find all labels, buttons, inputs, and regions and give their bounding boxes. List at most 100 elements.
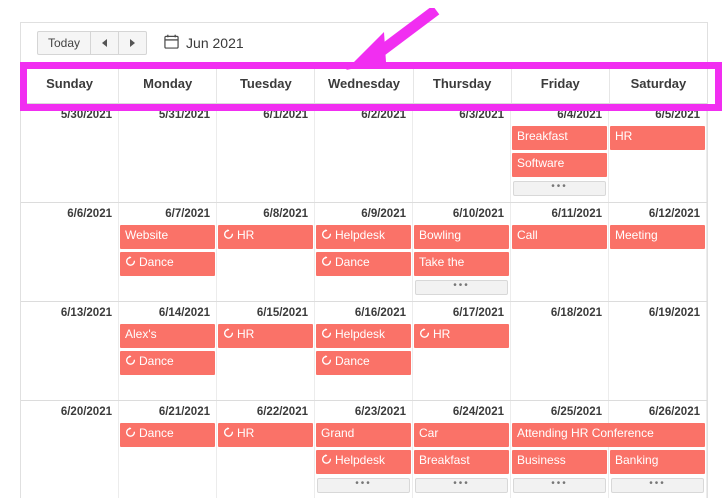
day-cell[interactable]: 6/2/2021	[315, 104, 413, 202]
day-cell[interactable]: 6/21/2021	[119, 401, 217, 498]
recurrence-icon	[223, 229, 234, 243]
calendar-event[interactable]: HR	[217, 225, 313, 249]
show-more-label: •••	[453, 279, 470, 291]
day-cell[interactable]: 6/1/2021	[217, 104, 315, 202]
day-cell[interactable]: 6/3/2021	[413, 104, 511, 202]
calendar-event[interactable]: Banking	[610, 450, 705, 474]
calendar-event[interactable]: Take the	[413, 252, 509, 276]
today-button[interactable]: Today	[37, 30, 92, 55]
calendar-event[interactable]: Helpdesk	[316, 450, 411, 474]
show-more-events-button[interactable]: •••	[513, 478, 606, 493]
day-cell[interactable]: 6/13/2021	[21, 302, 119, 400]
day-number: 6/25/2021	[550, 406, 602, 418]
day-cell[interactable]: 6/22/2021	[217, 401, 315, 498]
calendar-event[interactable]: HR	[610, 126, 705, 150]
day-cell[interactable]: 6/12/2021	[609, 203, 707, 301]
day-cell[interactable]: 6/19/2021	[609, 302, 707, 400]
day-cell[interactable]: 6/20/2021	[21, 401, 119, 498]
events-layer: Website HR Helpdesk Bowling Call Meeting Dance…	[21, 225, 707, 301]
calendar-event[interactable]: Call	[512, 225, 607, 249]
events-layer: Dance HR Grand Car Attending HR Conference He…	[21, 423, 707, 498]
day-cell[interactable]: 6/23/2021	[315, 401, 413, 498]
calendar-event[interactable]: Bowling	[413, 225, 509, 249]
next-period-button[interactable]	[119, 30, 148, 55]
day-number: 6/6/2021	[67, 208, 112, 220]
week-row: 6/6/2021 6/7/2021 6/8/2021 6/9/2021 6/10/202…	[21, 203, 707, 302]
day-number: 6/26/2021	[648, 406, 700, 418]
events-layer: Breakfast HR Software •••	[21, 126, 707, 202]
calendar-event[interactable]: HR	[217, 423, 313, 447]
show-more-events-button[interactable]: •••	[317, 478, 410, 493]
day-number: 6/4/2021	[557, 109, 602, 121]
calendar-event[interactable]: Dance	[119, 351, 215, 375]
event-title: Car	[418, 426, 439, 440]
events-layer: Alex's HR Helpdesk HR Dance Dance	[21, 324, 707, 400]
day-cell[interactable]: 6/18/2021	[511, 302, 609, 400]
calendar-event[interactable]: Breakfast	[413, 450, 509, 474]
event-title: Helpdesk	[335, 327, 386, 341]
day-cell[interactable]: 6/10/2021	[413, 203, 511, 301]
previous-period-button[interactable]	[91, 30, 120, 55]
day-cell[interactable]: 6/8/2021	[217, 203, 315, 301]
event-title: Grand	[321, 426, 355, 440]
event-title: Dance	[335, 255, 370, 269]
recurrence-icon	[321, 328, 332, 342]
day-cell[interactable]: 5/31/2021	[119, 104, 217, 202]
day-cell[interactable]: 6/24/2021	[413, 401, 511, 498]
event-title: Banking	[615, 453, 659, 467]
calendar-event[interactable]: Helpdesk	[316, 225, 411, 249]
day-cell[interactable]: 6/9/2021	[315, 203, 413, 301]
week-row: 5/30/2021 5/31/2021 6/1/2021 6/2/2021 6/3/20…	[21, 104, 707, 203]
scheduler-panel: Today Jun 2021	[20, 22, 708, 498]
calendar-event[interactable]: Breakfast	[512, 126, 607, 150]
day-cell[interactable]: 6/16/2021	[315, 302, 413, 400]
show-more-events-button[interactable]: •••	[414, 478, 508, 493]
day-number: 6/2/2021	[361, 109, 406, 121]
calendar-event[interactable]: Grand	[316, 423, 411, 447]
calendar-event[interactable]: Website	[119, 225, 215, 249]
day-cell[interactable]: 6/4/2021	[511, 104, 609, 202]
show-more-events-button[interactable]: •••	[513, 181, 606, 196]
recurrence-icon	[125, 256, 136, 270]
show-more-label: •••	[551, 180, 568, 192]
recurrence-icon	[223, 328, 234, 342]
show-more-events-button[interactable]: •••	[414, 279, 508, 295]
day-number: 6/9/2021	[361, 208, 406, 220]
calendar-event[interactable]: Dance	[316, 351, 411, 375]
nav-button-group: Today	[37, 30, 148, 55]
day-cell[interactable]: 5/30/2021	[21, 104, 119, 202]
current-period-label[interactable]: Jun 2021	[164, 34, 244, 52]
show-more-events-button[interactable]: •••	[611, 478, 704, 493]
day-cell[interactable]: 6/26/2021	[609, 401, 707, 498]
week-row: 6/20/2021 6/21/2021 6/22/2021 6/23/2021 6/24…	[21, 401, 707, 498]
calendar-event[interactable]: HR	[413, 324, 509, 348]
calendar-event[interactable]: Business	[512, 450, 607, 474]
event-title: HR	[432, 327, 451, 341]
chevron-left-icon	[102, 38, 108, 47]
calendar-event[interactable]: Attending HR Conference	[512, 423, 705, 447]
calendar-event[interactable]: Dance	[316, 252, 411, 276]
day-cell[interactable]: 6/14/2021	[119, 302, 217, 400]
calendar-event[interactable]: Meeting	[610, 225, 705, 249]
calendar-event[interactable]: HR	[217, 324, 313, 348]
calendar-event[interactable]: Car	[413, 423, 509, 447]
day-cell[interactable]: 6/25/2021	[511, 401, 609, 498]
day-cell[interactable]: 6/15/2021	[217, 302, 315, 400]
day-cell[interactable]: 6/5/2021	[609, 104, 707, 202]
day-number: 6/11/2021	[551, 208, 602, 220]
day-header-saturday: Saturday	[630, 75, 687, 91]
calendar-event[interactable]: Software	[512, 153, 607, 177]
calendar-event[interactable]: Dance	[119, 423, 215, 447]
calendar-event[interactable]: Helpdesk	[316, 324, 411, 348]
calendar-icon	[164, 34, 179, 52]
event-title: Business	[517, 453, 566, 467]
day-number: 6/14/2021	[158, 307, 210, 319]
day-cell[interactable]: 6/17/2021	[413, 302, 511, 400]
day-cell[interactable]: 6/11/2021	[511, 203, 609, 301]
day-cell[interactable]: 6/7/2021	[119, 203, 217, 301]
day-cell[interactable]: 6/6/2021	[21, 203, 119, 301]
calendar-event[interactable]: Alex's	[119, 324, 215, 348]
calendar-event[interactable]: Dance	[119, 252, 215, 276]
day-number: 5/31/2021	[158, 109, 210, 121]
